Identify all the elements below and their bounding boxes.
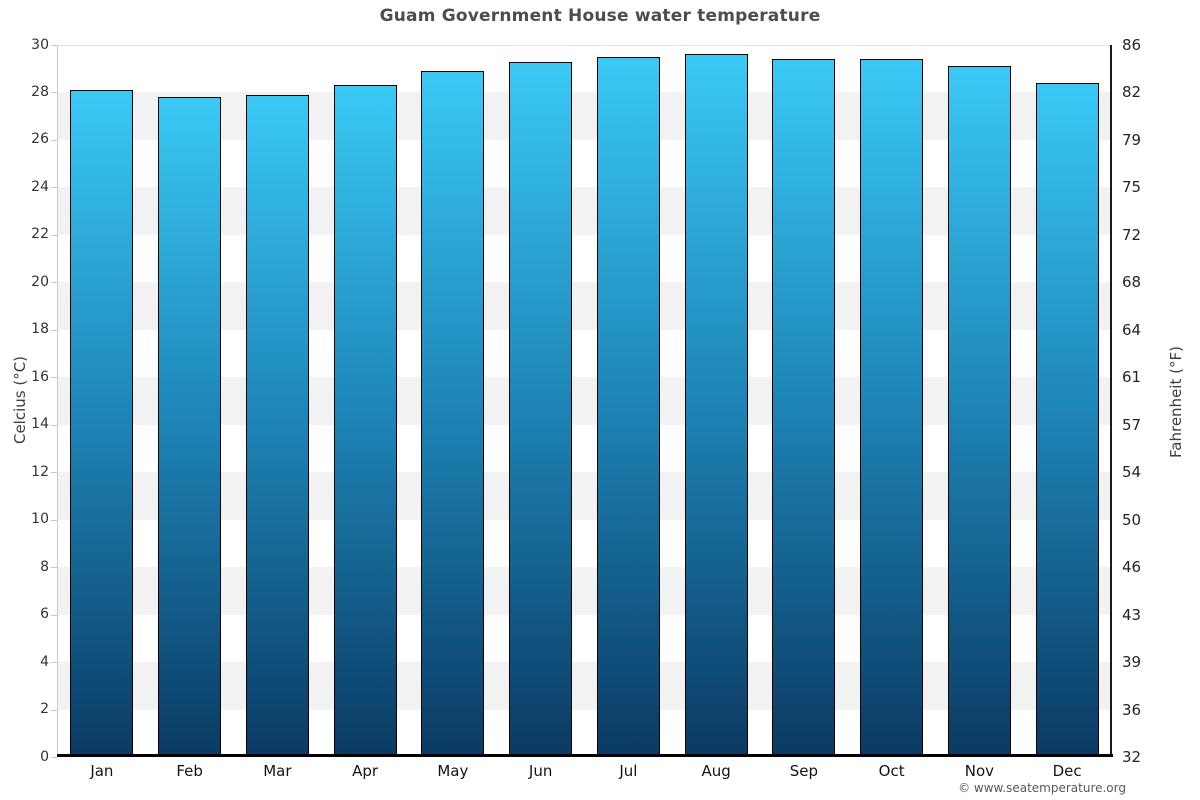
celsius-tick-20: 20 xyxy=(31,273,49,290)
chart-title: Guam Government House water temperature xyxy=(379,6,821,26)
celsius-tick-28: 28 xyxy=(31,83,49,100)
celsius-tick-4: 4 xyxy=(40,653,49,670)
month-label-oct: Oct xyxy=(878,762,905,780)
month-label-feb: Feb xyxy=(176,762,203,780)
month-label-jul: Jul xyxy=(619,762,638,780)
tick-mark xyxy=(51,567,57,569)
fahrenheit-tick-72: 72 xyxy=(1122,225,1142,244)
x-axis-line xyxy=(57,754,1113,757)
bar-apr xyxy=(333,85,397,757)
celsius-tick-12: 12 xyxy=(31,463,49,480)
tick-mark xyxy=(51,329,57,331)
tick-mark xyxy=(51,662,57,664)
fahrenheit-tick-50: 50 xyxy=(1122,510,1142,529)
background-band xyxy=(58,282,1111,330)
y-axis-title-fahrenheit: Fahrenheit (°F) xyxy=(1167,346,1185,458)
background-band xyxy=(58,187,1111,235)
fahrenheit-tick-79: 79 xyxy=(1122,130,1142,149)
bar-jan xyxy=(70,90,134,757)
background-band xyxy=(58,472,1111,520)
month-label-jun: Jun xyxy=(528,762,553,780)
bar-nov xyxy=(947,66,1011,757)
tick-mark xyxy=(51,377,57,379)
bar-may xyxy=(421,71,485,757)
fahrenheit-tick-46: 46 xyxy=(1122,558,1142,577)
background-band xyxy=(58,92,1111,140)
bar-aug xyxy=(684,54,748,757)
celsius-tick-0: 0 xyxy=(40,748,49,765)
celsius-tick-2: 2 xyxy=(40,701,49,718)
y-axis-left-line xyxy=(57,45,58,757)
month-label-may: May xyxy=(437,762,469,780)
celsius-tick-24: 24 xyxy=(31,178,49,195)
tick-mark xyxy=(51,234,57,236)
tick-mark xyxy=(51,709,57,711)
fahrenheit-tick-54: 54 xyxy=(1122,463,1142,482)
month-label-aug: Aug xyxy=(701,762,731,780)
tick-mark xyxy=(51,92,57,94)
plot-top-gridline xyxy=(58,45,1111,46)
tick-mark xyxy=(51,519,57,521)
fahrenheit-tick-43: 43 xyxy=(1122,605,1142,624)
month-label-apr: Apr xyxy=(352,762,379,780)
fahrenheit-tick-68: 68 xyxy=(1122,273,1142,292)
month-label-sep: Sep xyxy=(789,762,819,780)
fahrenheit-tick-86: 86 xyxy=(1122,36,1142,54)
y-axis-title-celsius: Celcius (°C) xyxy=(11,355,29,445)
celsius-tick-10: 10 xyxy=(31,511,49,528)
celsius-tick-14: 14 xyxy=(31,416,49,433)
fahrenheit-tick-36: 36 xyxy=(1122,700,1142,719)
celsius-tick-22: 22 xyxy=(31,226,49,243)
background-band xyxy=(58,662,1111,710)
fahrenheit-tick-39: 39 xyxy=(1122,653,1142,672)
tick-mark xyxy=(51,282,57,284)
bar-dec xyxy=(1035,82,1099,757)
fahrenheit-tick-82: 82 xyxy=(1122,83,1142,102)
fahrenheit-tick-32: 32 xyxy=(1122,748,1142,766)
celsius-tick-8: 8 xyxy=(40,558,49,575)
bar-feb xyxy=(158,97,222,757)
celsius-tick-18: 18 xyxy=(31,321,49,338)
background-band xyxy=(58,377,1111,425)
y-axis-right-line xyxy=(1110,45,1112,757)
bar-sep xyxy=(772,59,836,757)
fahrenheit-tick-64: 64 xyxy=(1122,320,1142,339)
tick-mark xyxy=(51,757,57,758)
month-label-dec: Dec xyxy=(1052,762,1082,780)
celsius-tick-30: 30 xyxy=(31,36,49,53)
month-label-mar: Mar xyxy=(263,762,292,780)
bar-jun xyxy=(509,61,573,757)
fahrenheit-tick-61: 61 xyxy=(1122,368,1142,387)
fahrenheit-tick-75: 75 xyxy=(1122,178,1142,197)
month-label-nov: Nov xyxy=(964,762,995,780)
celsius-tick-26: 26 xyxy=(31,131,49,148)
tick-mark xyxy=(51,45,57,46)
tick-mark xyxy=(51,139,57,141)
celsius-tick-16: 16 xyxy=(31,368,49,385)
tick-mark xyxy=(51,472,57,474)
month-label-jan: Jan xyxy=(90,762,114,780)
bar-oct xyxy=(860,59,924,757)
tick-mark xyxy=(51,424,57,426)
background-band xyxy=(58,567,1111,615)
bar-jul xyxy=(596,56,660,757)
bar-mar xyxy=(245,94,309,757)
celsius-tick-6: 6 xyxy=(40,606,49,623)
tick-mark xyxy=(51,187,57,189)
tick-mark xyxy=(51,614,57,616)
copyright-text: © www.seatemperature.org xyxy=(958,781,1126,795)
fahrenheit-tick-57: 57 xyxy=(1122,415,1142,434)
